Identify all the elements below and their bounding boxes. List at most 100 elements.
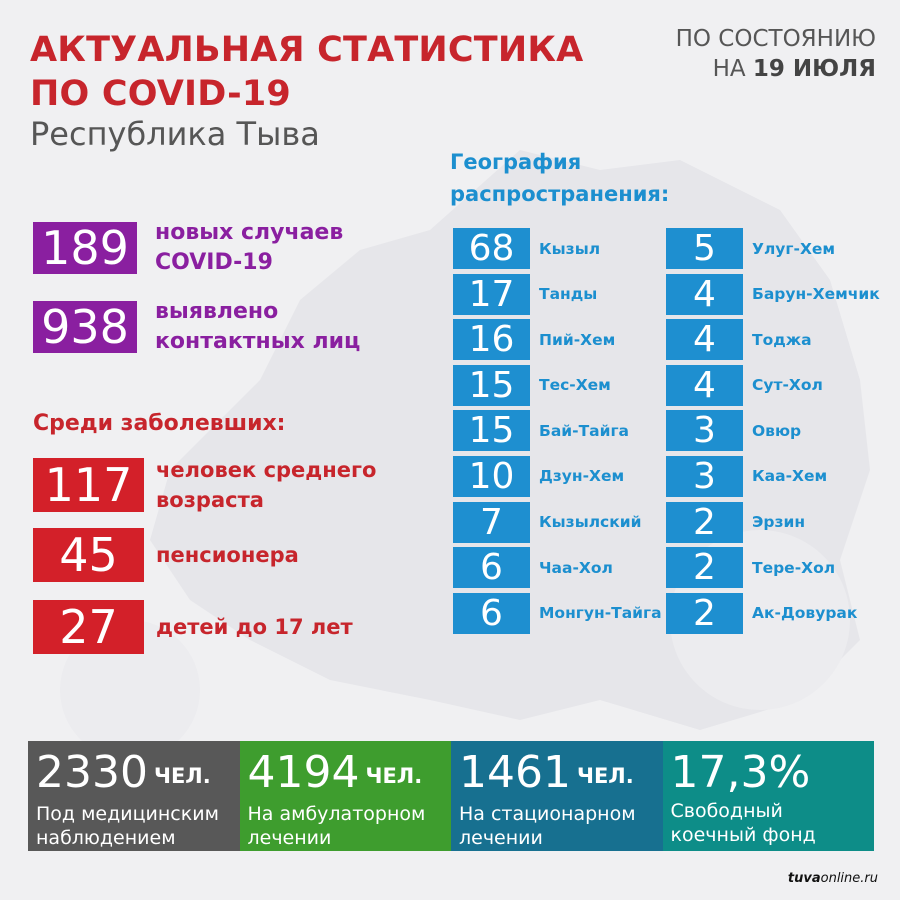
geo-row: 2 Ак-Довурак [666,592,880,634]
inpatient-label-line-2: лечении [459,827,543,849]
geo-row: 6 Монгун-Тайга [453,592,662,634]
observation-label-line-1: Под медицинским [36,803,219,825]
page-title: АКТУАЛЬНАЯ СТАТИСТИКА ПО COVID-19 [30,28,583,116]
geo-district: Пий-Хем [539,330,616,349]
date-line-1: ПО СОСТОЯНИЮ [675,26,876,52]
inpatient-value: 1461 [459,747,571,798]
outpatient-label-line-1: На амбулаторном [247,803,426,825]
contacts-label: выявлено контактных лиц [155,297,360,357]
free-beds-label-line-1: Свободный [670,800,783,822]
credit-rest: online.ru [820,871,878,886]
geo-row: 17 Танды [453,273,662,315]
free-beds-value-row: 17,3% [671,747,875,799]
middle-age-stat: 117 человек среднего возраста [33,455,376,515]
geo-value: 3 [666,455,743,497]
date-prefix: НА [712,56,753,82]
geo-district: Сут-Хол [752,376,823,395]
geo-value: 5 [666,228,743,269]
contacts-label-line-1: выявлено [155,299,279,324]
geography-title-line-2: распространения: [450,182,670,206]
geography-left-column: 68 Кызыл 17 Танды 16 Пий-Хем 15 Тес-Хем 15 Ба… [453,228,662,638]
middle-age-value: 117 [33,458,144,512]
geo-value: 4 [666,319,743,361]
geo-value: 68 [453,228,530,269]
geo-row: 7 Кызылский [453,501,662,543]
geo-row: 16 Пий-Хем [453,319,662,361]
middle-age-label: человек среднего возраста [156,455,376,515]
geo-value: 15 [453,364,530,406]
geo-district: Танды [539,285,598,304]
new-cases-label: новых случаев COVID-19 [155,218,343,278]
geo-row: 3 Каа-Хем [666,455,880,497]
pensioners-value: 45 [33,528,144,582]
credit-bold: tuva [787,871,821,886]
new-cases-stat: 189 новых случаев COVID-19 [33,218,343,278]
contacts-stat: 938 выявлено контактных лиц [33,297,360,357]
contacts-value: 938 [33,301,137,353]
middle-age-label-line-2: возраста [156,488,264,512]
geo-value: 2 [666,592,743,634]
geo-value: 10 [453,455,530,497]
free-beds-stat: 17,3% Свободный коечный фонд [662,741,875,851]
geo-district: Эрзин [752,513,806,532]
inpatient-label-line-1: На стационарном [459,803,636,825]
geo-district: Монгун-Тайга [539,604,662,623]
date-block: ПО СОСТОЯНИЮ НА 19 ИЮЛЯ [676,24,876,84]
geo-row: 15 Бай-Тайга [453,410,662,452]
geo-district: Улуг-Хем [752,239,836,258]
geography-right-column: 5 Улуг-Хем 4 Барун-Хемчик 4 Тоджа 4 Сут-Хол … [666,228,880,638]
geo-district: Тес-Хем [539,376,611,395]
geo-value: 2 [666,547,743,589]
page-subtitle: Республика Тыва [30,115,320,153]
geo-district: Чаа-Хол [539,558,613,577]
outpatient-unit: ЧЕЛ. [365,764,423,788]
bottom-stats-bar: 2330 ЧЕЛ. Под медицинским наблюдением 419… [28,741,874,851]
geo-row: 2 Тере-Хол [666,547,880,589]
children-stat: 27 детей до 17 лет [33,600,353,654]
among-sick-title: Среди заболевших: [33,411,286,436]
observation-label-line-2: наблюдением [36,827,176,849]
geography-title: География распространения: [450,146,669,210]
new-cases-value: 189 [33,222,137,274]
geo-row: 3 Овюр [666,410,880,452]
free-beds-label-line-2: коечный фонд [670,824,816,846]
geo-row: 68 Кызыл [453,228,662,269]
inpatient-value-row: 1461 ЧЕЛ. [459,747,663,802]
source-credit-link[interactable]: tuvaonline.ru [788,871,878,886]
date-value: 19 ИЮЛЯ [752,56,876,82]
geo-district: Кызылский [539,513,642,532]
geo-value: 4 [666,364,743,406]
children-label: детей до 17 лет [156,615,353,639]
geo-value: 17 [453,273,530,315]
new-cases-label-line-2: COVID-19 [155,250,273,275]
date-line-2: НА 19 ИЮЛЯ [676,54,876,84]
geo-district: Каа-Хем [752,467,828,486]
observation-value: 2330 [36,747,148,798]
children-value: 27 [33,600,144,654]
geo-value: 3 [666,410,743,452]
geo-value: 4 [666,273,743,315]
geo-district: Ак-Довурак [752,604,858,623]
observation-unit: ЧЕЛ. [153,764,211,788]
outpatient-stat: 4194 ЧЕЛ. На амбулаторном лечении [239,741,452,851]
outpatient-label-line-2: лечении [247,827,332,849]
contacts-label-line-2: контактных лиц [155,329,361,354]
geo-row: 10 Дзун-Хем [453,455,662,497]
geo-row: 6 Чаа-Хол [453,547,662,589]
observation-stat: 2330 ЧЕЛ. Под медицинским наблюдением [28,741,240,851]
new-cases-label-line-1: новых случаев [155,220,344,245]
title-line-2: ПО COVID-19 [30,74,291,114]
geo-value: 16 [453,319,530,361]
geo-row: 4 Барун-Хемчик [666,273,880,315]
inpatient-stat: 1461 ЧЕЛ. На стационарном лечении [451,741,663,851]
outpatient-value: 4194 [247,747,360,798]
geo-row: 4 Сут-Хол [666,364,880,406]
geo-district: Тере-Хол [752,558,836,577]
inpatient-unit: ЧЕЛ. [576,764,634,788]
title-line-1: АКТУАЛЬНАЯ СТАТИСТИКА [30,30,584,70]
geo-value: 2 [666,501,743,543]
pensioners-label: пенсионера [156,543,299,567]
pensioners-stat: 45 пенсионера [33,528,299,582]
outpatient-value-row: 4194 ЧЕЛ. [248,747,452,802]
geo-value: 7 [453,501,530,543]
